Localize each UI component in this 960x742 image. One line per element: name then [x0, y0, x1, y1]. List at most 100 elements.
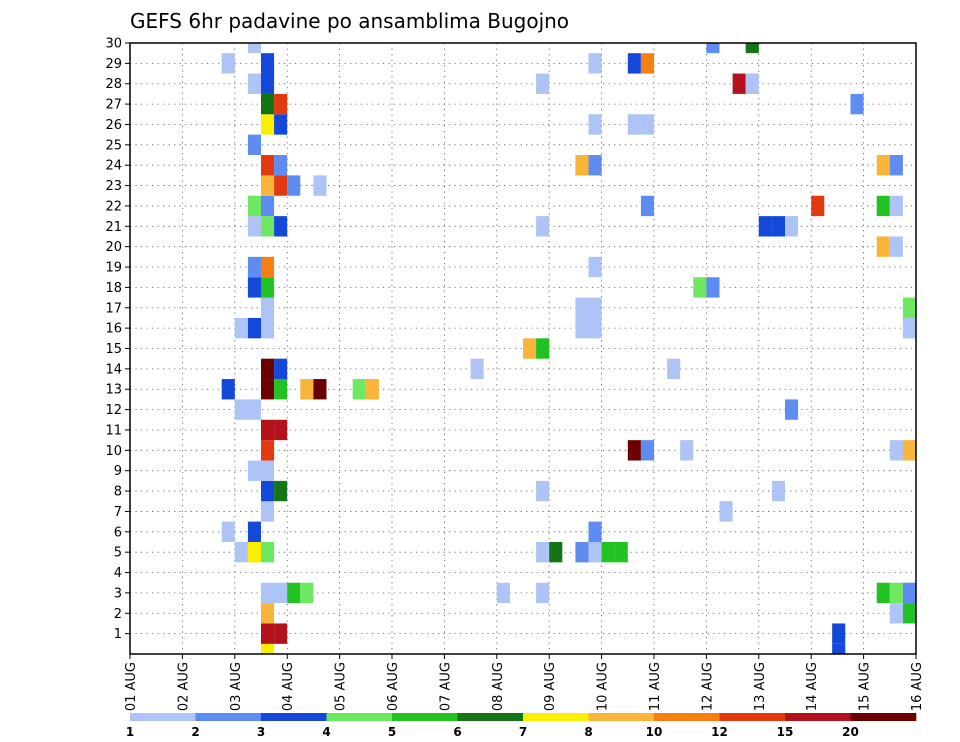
precip-cells	[221, 43, 916, 654]
precip-cell	[261, 541, 275, 563]
precip-cell	[785, 216, 799, 237]
precip-cell	[771, 480, 785, 502]
colorbar-swatch	[195, 713, 262, 721]
y-tick-label: 27	[105, 98, 122, 113]
precip-cell	[274, 175, 288, 196]
precip-cell	[889, 582, 903, 604]
precip-cell	[261, 195, 275, 217]
precip-cell	[889, 440, 903, 461]
y-tick-label: 4	[114, 566, 122, 581]
precip-cell	[261, 297, 275, 318]
precip-cell	[496, 582, 510, 604]
y-axis-ticks: 1234567891011121314151617181920212223242…	[105, 37, 130, 642]
precip-cell	[536, 582, 550, 604]
colorbar-label: 4	[322, 725, 330, 739]
precip-cell	[706, 277, 720, 298]
precip-cell	[902, 440, 916, 461]
precip-cell	[876, 582, 890, 604]
precip-cell	[261, 358, 275, 380]
y-tick-label: 21	[105, 220, 122, 235]
colorbar-swatch	[654, 713, 720, 721]
y-tick-label: 17	[105, 301, 122, 316]
x-tick-label: 15 AUG	[858, 662, 873, 711]
colorbar-label: 15	[777, 725, 794, 739]
precip-cell	[247, 134, 261, 156]
precip-cell	[247, 541, 261, 563]
precip-cell	[640, 440, 654, 461]
colorbar-label: 3	[257, 725, 265, 739]
precip-cell	[261, 317, 275, 339]
colorbar-swatch	[850, 713, 917, 721]
y-tick-label: 5	[114, 546, 122, 561]
precip-cell	[261, 419, 275, 441]
precip-cell	[470, 358, 484, 380]
colorbar-swatch	[457, 713, 524, 721]
precip-cell	[771, 216, 785, 237]
colorbar-label: 6	[453, 725, 461, 739]
precip-cell	[274, 114, 288, 135]
precip-cell	[588, 297, 602, 318]
precip-cell	[745, 73, 759, 94]
colorbar-swatch	[326, 713, 393, 721]
colorbar-label: 1	[126, 725, 134, 739]
y-tick-label: 15	[105, 342, 122, 357]
precip-cell	[313, 379, 327, 400]
y-tick-label: 28	[105, 77, 122, 92]
precip-cell	[261, 114, 275, 135]
precip-cell	[832, 643, 846, 654]
x-tick-label: 05 AUG	[334, 662, 349, 711]
precip-cell	[274, 216, 288, 237]
colorbar-label: 8	[584, 725, 592, 739]
precip-cell	[261, 73, 275, 94]
y-tick-label: 13	[105, 383, 122, 398]
y-tick-label: 26	[105, 118, 122, 133]
precip-cell	[614, 541, 628, 563]
precip-cell	[261, 440, 275, 461]
precip-cell	[536, 73, 550, 94]
colorbar-swatch	[523, 713, 589, 721]
precip-cell	[876, 155, 890, 176]
precip-cell	[261, 603, 275, 624]
precip-cell	[261, 155, 275, 176]
y-tick-label: 10	[105, 444, 122, 459]
y-tick-label: 11	[105, 423, 122, 438]
precip-cell	[627, 440, 641, 461]
precip-cell	[889, 603, 903, 624]
precip-cell	[850, 93, 864, 115]
x-tick-label: 08 AUG	[491, 662, 506, 711]
precip-cell	[902, 297, 916, 318]
precip-cell	[889, 155, 903, 176]
precip-cell	[693, 277, 707, 298]
precip-cell	[313, 175, 327, 196]
precip-cell	[261, 480, 275, 502]
precip-cell	[274, 155, 288, 176]
precip-cell	[261, 93, 275, 115]
precip-cell	[745, 43, 759, 54]
precip-cell	[365, 379, 379, 400]
precip-cell	[588, 114, 602, 135]
precip-cell	[247, 317, 261, 339]
y-tick-label: 7	[114, 505, 122, 520]
precip-cell	[247, 73, 261, 94]
precip-cell	[261, 216, 275, 237]
colorbar-label: 12	[711, 725, 728, 739]
precip-cell	[811, 195, 825, 217]
precip-cell	[588, 541, 602, 563]
x-tick-label: 07 AUG	[438, 662, 453, 711]
precip-cell	[261, 175, 275, 196]
y-tick-label: 19	[105, 261, 122, 276]
precip-cell	[575, 155, 589, 176]
precip-cell	[627, 114, 641, 135]
precip-cell	[732, 73, 746, 94]
x-tick-label: 09 AUG	[543, 662, 558, 711]
precip-cell	[261, 379, 275, 400]
y-tick-label: 6	[114, 525, 122, 540]
precip-cell	[247, 43, 261, 54]
precip-cell	[902, 317, 916, 339]
y-tick-label: 18	[105, 281, 122, 296]
x-tick-label: 02 AUG	[176, 662, 191, 711]
y-tick-label: 8	[114, 485, 122, 500]
x-tick-label: 06 AUG	[386, 662, 401, 711]
precip-cell	[902, 582, 916, 604]
precip-cell	[221, 53, 235, 74]
